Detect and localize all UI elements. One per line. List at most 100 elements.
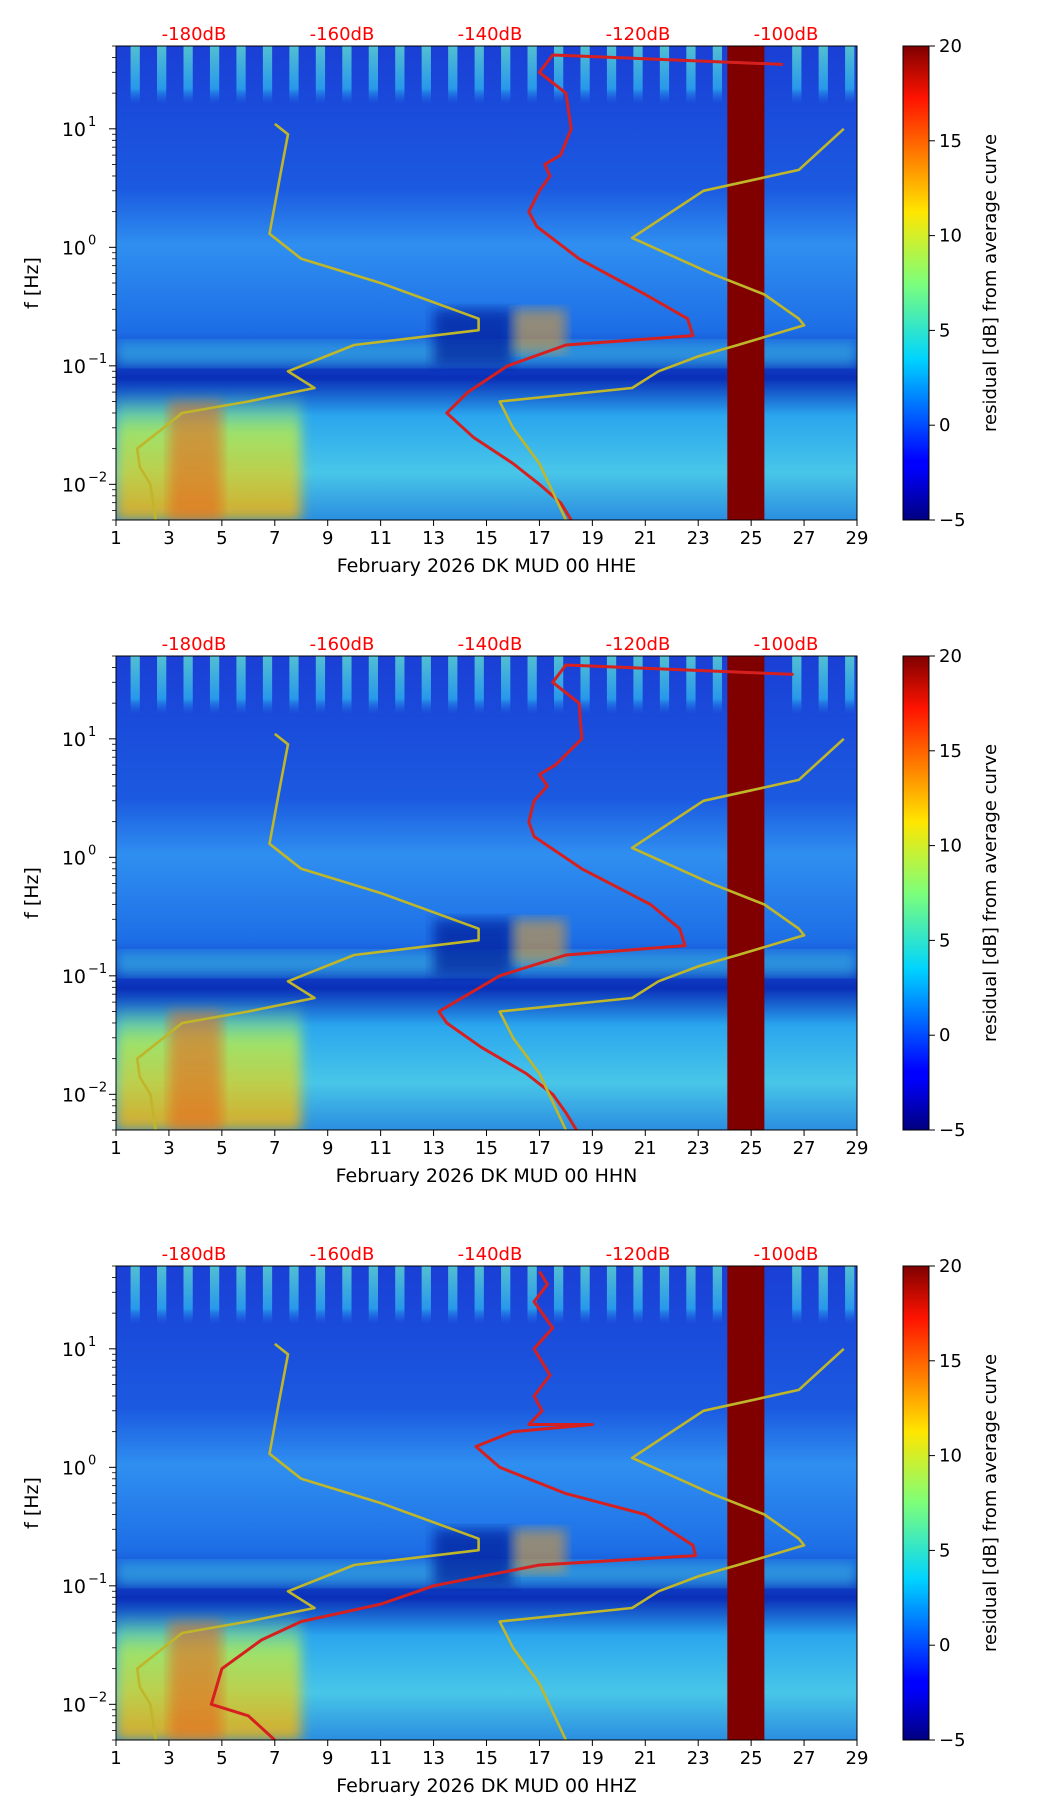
daily-stripe [659,46,670,217]
daily-stripe [236,1266,246,1437]
daily-stripe [474,46,484,217]
daily-stripe [342,1266,352,1437]
x-tick-label: 21 [634,1138,657,1159]
x-tick-label: 5 [216,528,227,549]
y-tick-base: 10 [62,1084,86,1106]
y-tick-label: 10 [62,356,86,378]
daily-stripe [606,1266,617,1437]
colorbar-gradient [902,655,930,1131]
storm-event [512,919,566,963]
top-db-tick-label: -180dB [162,1244,227,1265]
quiet-region [433,1529,513,1586]
colorbar-tick-label: 0 [939,1635,950,1656]
daily-stripe [659,656,670,827]
x-tick-label: 21 [634,528,657,549]
colorbar-tick-label: 0 [939,1025,950,1046]
colorbar-tick-label: 20 [939,1256,962,1277]
y-tick-exponent: 1 [88,1335,96,1350]
y-tick-exponent: −2 [88,1080,107,1095]
daily-stripe [183,46,193,217]
daily-stripe [421,1266,431,1437]
y-tick-exponent: −2 [88,470,107,485]
top-db-tick-label: -160dB [310,1244,375,1265]
x-tick-label: 5 [216,1748,227,1769]
x-axis-label: February 2026 DK MUD 00 HHN [336,1165,638,1187]
daily-stripe [342,46,352,217]
x-tick-label: 13 [422,528,445,549]
x-tick-label: 11 [369,1748,392,1769]
daily-stripe [686,46,696,217]
y-tick-exponent: 0 [88,843,96,858]
y-tick-label: 10 [62,1576,86,1598]
top-db-tick-label: -120dB [606,1244,671,1265]
y-tick-label: 10 [62,729,86,751]
y-tick-base: 10 [62,729,86,751]
top-db-tick-label: -180dB [162,24,227,45]
y-tick-exponent: 0 [88,1453,96,1468]
y-tick-base: 10 [62,1457,86,1479]
x-tick-label: 23 [687,1138,710,1159]
daily-stripe [501,656,511,827]
colorbar-tick-label: 5 [939,930,950,951]
x-axis-label: February 2026 DK MUD 00 HHZ [336,1775,637,1797]
daily-stripe [130,1266,140,1437]
x-tick-label: 23 [687,528,710,549]
daily-stripe [289,656,299,827]
spectrogram-area [116,46,857,520]
x-tick-label: 3 [163,1748,174,1769]
colorbar: −5 0 5 10 15 20 residual [dB] from average cur… [902,36,1001,531]
top-db-tick-label: -140dB [458,1244,523,1265]
daily-stripe [289,1266,299,1437]
colorbar-tick-label: 0 [939,415,950,436]
daily-stripe [157,1266,167,1437]
y-tick-base: 10 [62,356,86,378]
daily-stripe [792,1266,802,1437]
colorbar-tick-label: −5 [939,1730,966,1751]
daily-stripe [209,656,220,827]
top-db-tick-label: -160dB [310,24,375,45]
y-tick-base: 10 [62,474,86,496]
x-tick-label: 11 [369,528,392,549]
y-tick-exponent: −1 [88,1572,107,1587]
daily-stripe [580,1266,590,1437]
daily-stripe [527,656,537,827]
x-tick-label: 25 [740,1748,763,1769]
x-tick-label: 27 [793,1748,816,1769]
daily-stripe [845,1266,855,1437]
daily-stripe [209,46,220,217]
colorbar-label: residual [dB] from average curve [980,1354,1001,1652]
y-tick-label: 10 [62,1694,86,1716]
y-tick-base: 10 [62,1339,86,1361]
x-tick-label: 29 [846,1748,869,1769]
colorbar-tick-label: 10 [939,226,962,247]
y-tick-label: 10 [62,847,86,869]
y-tick-label: 10 [62,119,86,141]
x-tick-label: 17 [528,528,551,549]
x-tick-label: 15 [475,1138,498,1159]
daily-stripe [183,1266,193,1437]
daily-stripe [421,46,431,217]
daily-stripe [501,1266,511,1437]
top-db-tick-label: -120dB [606,634,671,655]
series-line-2 [135,1342,480,1740]
daily-stripe [659,1266,670,1437]
x-tick-label: 21 [634,1748,657,1769]
daily-stripe [315,1266,326,1437]
y-tick-base: 10 [62,847,86,869]
daily-stripe [236,46,246,217]
daily-stripe [368,1266,378,1437]
daily-stripe [448,1266,458,1437]
daily-stripe [395,656,405,827]
daily-stripe [818,656,828,827]
colorbar-tick-label: 20 [939,36,962,57]
daily-stripe [315,46,326,217]
colorbar-tick-label: 15 [939,131,962,152]
x-axis-label: February 2026 DK MUD 00 HHE [337,555,637,577]
x-tick-label: 23 [687,1748,710,1769]
colorbar-tick-label: −5 [939,510,966,531]
quiet-region [433,919,513,976]
daily-stripe [553,46,564,217]
